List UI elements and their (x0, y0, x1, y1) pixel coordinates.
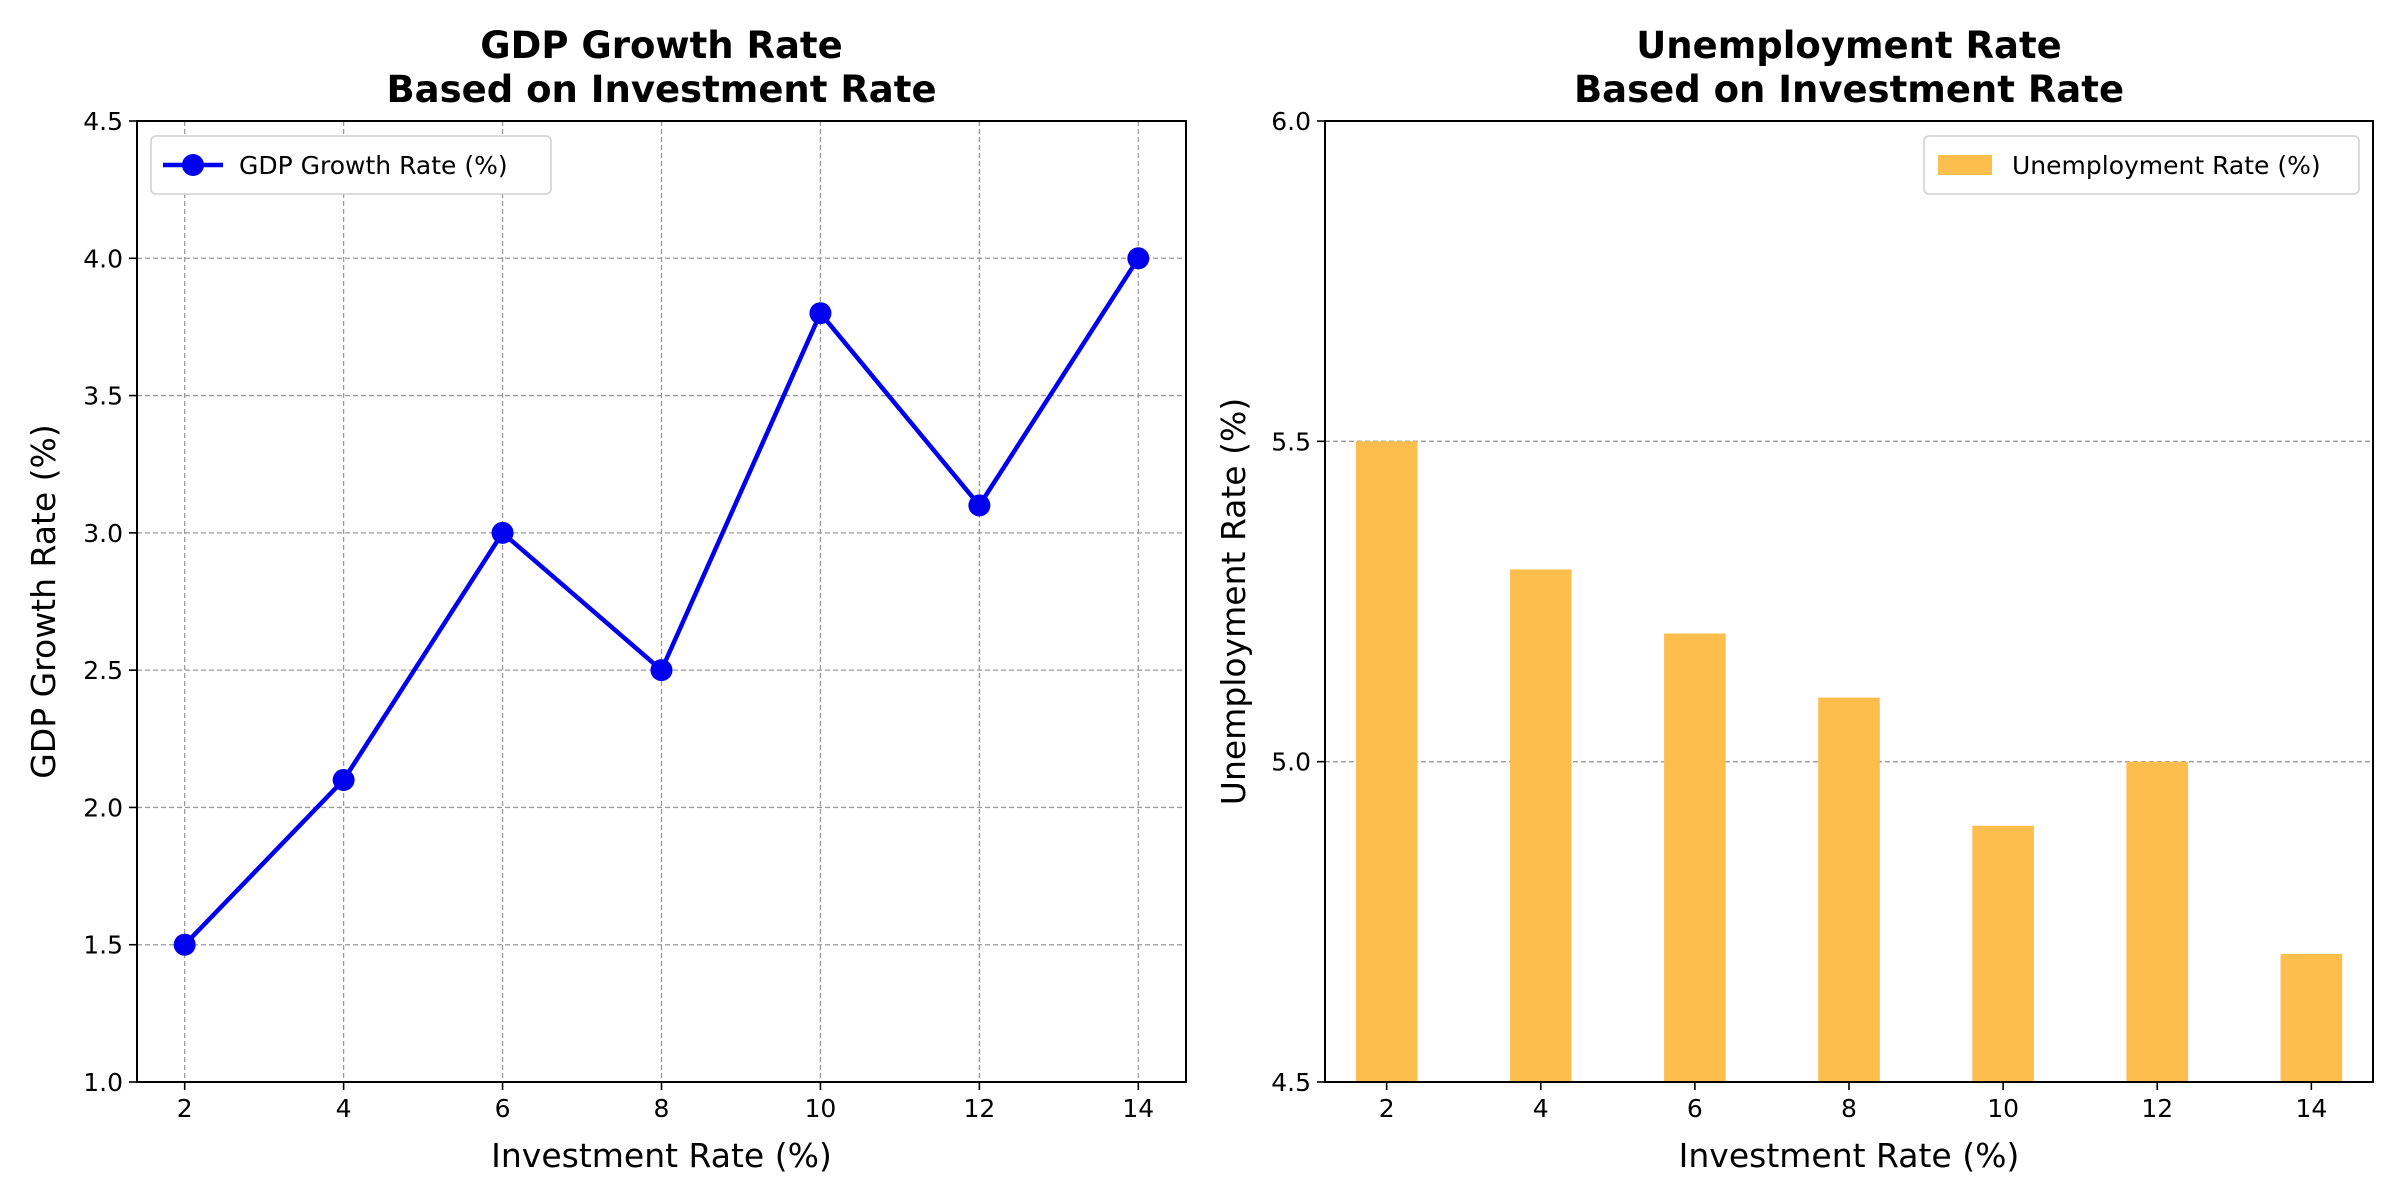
legend-box (1923, 135, 2360, 195)
bar-2 (1355, 441, 1418, 1082)
y-axis-label: Unemployment Rate (%) (1214, 398, 1253, 805)
x-tick-label: 8 (654, 1094, 670, 1123)
chart-title-line: Based on Investment Rate (386, 68, 936, 111)
bar-8 (1818, 697, 1880, 1082)
x-axis-label: Investment Rate (%) (1679, 1136, 2020, 1175)
y-tick-label: 1.0 (83, 1068, 123, 1097)
legend-box (150, 135, 552, 195)
x-axis-label: Investment Rate (%) (491, 1136, 832, 1175)
data-point-2 (173, 933, 196, 956)
data-point-14 (1127, 247, 1150, 270)
x-tick-label: 4 (336, 1094, 352, 1123)
chart-panel-1: GDP Growth Rate Based on Investment Rate 1… (24, 24, 1187, 1175)
chart-title-line: GDP Growth Rate (480, 24, 842, 67)
y-axis-label: GDP Growth Rate (%) (24, 424, 63, 779)
bar-6 (1664, 633, 1726, 1082)
y-tick-label: 4.5 (83, 107, 123, 136)
chart-panel-2: Unemployment Rate Based on Investment Rat… (1214, 24, 2374, 1175)
legend: Unemployment Rate (%) (1923, 135, 2360, 195)
x-tick-label: 6 (495, 1094, 511, 1123)
data-point-8 (650, 659, 673, 682)
y-tick-label: 4.5 (1271, 1068, 1311, 1097)
chart-title: GDP Growth Rate Based on Investment Rate (386, 24, 936, 111)
legend-marker-swatch (182, 154, 204, 176)
y-tick-label: 3.5 (83, 382, 123, 411)
x-tick-label: 12 (963, 1094, 995, 1123)
bar-4 (1509, 569, 1572, 1082)
y-tick-label: 5.0 (1271, 748, 1311, 777)
x-tick-label: 4 (1533, 1094, 1549, 1123)
chart-title: Unemployment Rate Based on Investment Rat… (1574, 24, 2124, 111)
y-tick-label: 6.0 (1271, 107, 1311, 136)
x-tick-label: 8 (1841, 1094, 1857, 1123)
y-tick-label: 4.0 (83, 244, 123, 273)
data-point-4 (332, 768, 355, 791)
legend-label: GDP Growth Rate (%) (239, 151, 508, 180)
x-tick-label: 12 (2141, 1094, 2173, 1123)
bar-10 (1972, 825, 2034, 1082)
x-tick-label: 10 (1987, 1094, 2019, 1123)
data-point-12 (968, 494, 991, 517)
y-tick-label: 2.5 (83, 656, 123, 685)
y-tick-label: 2.0 (83, 793, 123, 822)
x-tick-label: 6 (1687, 1094, 1703, 1123)
x-tick-label: 14 (2295, 1094, 2327, 1123)
legend: GDP Growth Rate (%) (150, 135, 552, 195)
legend-bar-swatch (1938, 155, 1992, 175)
gridlines (137, 120, 1186, 1083)
bar-14 (2280, 953, 2343, 1082)
y-tick-label: 5.5 (1271, 427, 1311, 456)
y-tick-label: 3.0 (83, 519, 123, 548)
x-tick-label: 10 (805, 1094, 837, 1123)
chart-title-line: Unemployment Rate (1636, 24, 2062, 67)
x-tick-label: 2 (177, 1094, 193, 1123)
y-tick-label: 1.5 (83, 931, 123, 960)
data-point-10 (809, 302, 832, 325)
bar-12 (2126, 761, 2189, 1082)
legend-label: Unemployment Rate (%) (2012, 151, 2321, 180)
data-point-6 (491, 521, 514, 544)
x-tick-label: 2 (1379, 1094, 1395, 1123)
chart-title-line: Based on Investment Rate (1574, 68, 2124, 111)
x-tick-label: 14 (1122, 1094, 1154, 1123)
